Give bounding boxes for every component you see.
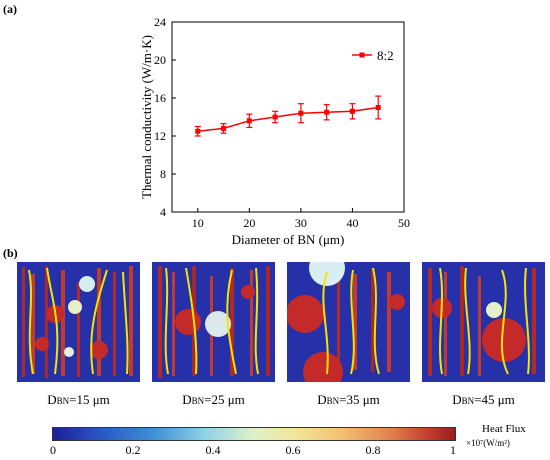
series-line: [197, 106, 379, 132]
y-tick-label: 20: [154, 53, 166, 67]
heat-flux-map-15um: [17, 262, 140, 382]
colorbar-tick: 0.6: [285, 443, 301, 457]
heat-flux-map-35um: [287, 262, 410, 382]
plot-frame: [171, 21, 405, 213]
heat-flux-map-45um: [422, 262, 545, 382]
x-tick-label: 30: [295, 216, 307, 230]
data-point: [246, 118, 252, 124]
colorbar-tick: 0.2: [125, 443, 141, 457]
caption-45um: DBN=45 μm: [452, 392, 515, 407]
x-tick-label: 40: [346, 216, 358, 230]
data-point: [375, 105, 381, 110]
legend-label: 8:2: [377, 48, 394, 63]
heat-flux-map-25um: [152, 262, 275, 382]
line-chart: 10 20 30 40 50 4 8 12 16 20 24 Diameter of BN (μm) T…: [139, 15, 410, 247]
x-tick-label: 50: [398, 216, 410, 230]
colorbar: [52, 427, 456, 441]
x-axis-label: Diameter of BN (μm): [232, 232, 345, 247]
y-tick-label: 24: [154, 15, 166, 29]
y-tick-label: 8: [160, 167, 166, 181]
data-point: [298, 110, 304, 116]
x-tick-label: 20: [243, 216, 255, 230]
legend-marker: [359, 52, 365, 58]
data-point: [349, 108, 355, 114]
panel-label-b: (b): [3, 246, 18, 260]
data-point: [324, 109, 330, 115]
y-axis-label: Thermal conductivity (W/m·K): [139, 35, 154, 199]
caption-25um: DBN=25 μm: [182, 392, 245, 407]
colorbar-tick: 0: [50, 443, 56, 457]
colorbar-tick: 0.8: [365, 443, 381, 457]
colorbar-tick: 1: [450, 443, 456, 457]
y-tick-label: 16: [154, 91, 166, 105]
caption-15um: DBN=15 μm: [47, 392, 110, 407]
data-point: [195, 128, 201, 134]
data-point: [221, 125, 227, 131]
colorbar-tick: 0.4: [205, 443, 221, 457]
panel-label-a: (a): [3, 2, 17, 16]
caption-35um: DBN=35 μm: [317, 392, 380, 407]
colorbar-title: Heat Flux: [482, 423, 526, 435]
y-tick-label: 4: [160, 205, 166, 219]
x-tick-label: 10: [192, 216, 204, 230]
y-tick-label: 12: [154, 129, 166, 143]
data-point: [272, 114, 278, 120]
colorbar-unit: ×10⁷(W/m²): [466, 438, 510, 448]
